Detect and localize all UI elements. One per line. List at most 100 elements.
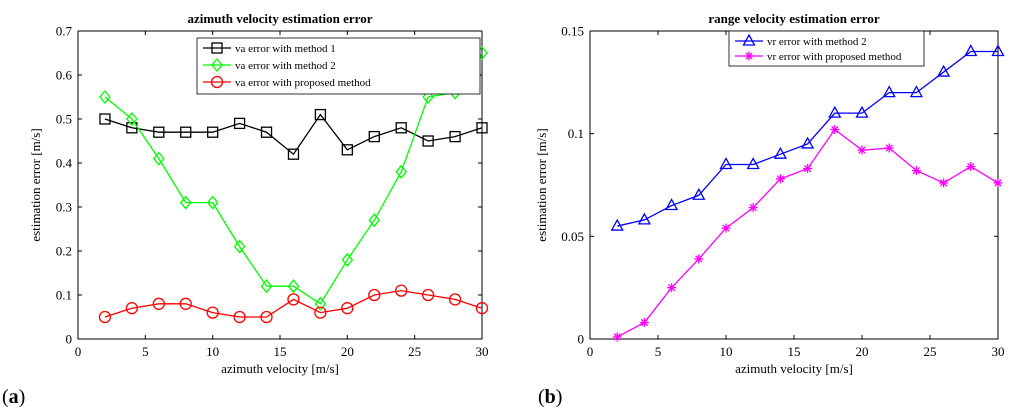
series-diamond xyxy=(99,45,488,311)
y-tick-label: 0.2 xyxy=(56,244,72,259)
data-point xyxy=(179,195,192,210)
legend-entry: vr error with proposed method xyxy=(767,51,902,63)
data-point xyxy=(233,310,246,324)
y-tick-label: 0.4 xyxy=(56,156,73,171)
data-point xyxy=(803,164,813,174)
x-tick-label: 15 xyxy=(788,344,801,359)
y-tick-label: 0.5 xyxy=(56,112,72,127)
data-point xyxy=(855,105,869,118)
data-point xyxy=(341,302,354,315)
data-point xyxy=(610,218,624,231)
x-tick-label: 20 xyxy=(341,344,354,359)
data-point xyxy=(721,223,731,233)
data-point xyxy=(993,178,1003,188)
data-point xyxy=(206,195,219,210)
data-point xyxy=(287,148,300,160)
data-point xyxy=(98,310,112,324)
x-tick-label: 25 xyxy=(408,344,421,359)
data-point xyxy=(801,136,815,149)
data-point xyxy=(857,145,867,155)
series-circle xyxy=(98,284,489,324)
series-triangle xyxy=(610,44,1005,231)
y-tick-label: 0 xyxy=(66,332,73,347)
legend-box xyxy=(196,37,481,95)
x-tick-label: 15 xyxy=(274,344,287,359)
data-point xyxy=(991,44,1005,57)
legend-entry: va error with method 2 xyxy=(235,60,336,72)
data-point xyxy=(125,302,139,315)
legend-box xyxy=(728,30,925,67)
x-axis-label: azimuth velocity [m/s] xyxy=(221,361,339,376)
legend-entry: va error with method 1 xyxy=(235,43,336,55)
legend-marker xyxy=(742,33,756,46)
legend-entry: vr error with method 2 xyxy=(767,36,867,48)
data-point xyxy=(233,239,246,254)
x-tick-label: 10 xyxy=(206,344,219,359)
data-point xyxy=(152,297,165,310)
data-point xyxy=(882,85,896,98)
data-point xyxy=(260,126,273,138)
y-tick-label: 0.1 xyxy=(56,288,72,303)
data-point xyxy=(395,284,408,297)
data-point xyxy=(314,108,327,121)
data-point xyxy=(341,252,354,267)
data-point xyxy=(206,306,219,319)
data-point xyxy=(260,310,273,324)
data-point xyxy=(287,293,300,306)
x-tick-label: 25 xyxy=(924,344,937,359)
data-point xyxy=(830,125,840,135)
data-point xyxy=(368,213,381,228)
data-point xyxy=(612,332,622,342)
legend-marker xyxy=(210,75,224,89)
data-point xyxy=(314,306,327,319)
x-tick-label: 20 xyxy=(856,344,869,359)
data-point xyxy=(422,89,434,105)
x-axis-label: azimuth velocity [m/s] xyxy=(735,361,853,376)
x-tick-label: 10 xyxy=(720,344,733,359)
series-line xyxy=(616,128,999,338)
y-tick-label: 0 xyxy=(578,332,585,347)
data-point xyxy=(909,85,923,98)
data-point xyxy=(449,130,461,143)
data-point xyxy=(667,283,677,293)
legend: vr error with method 2 vr error with prop… xyxy=(728,30,925,67)
legend-marker xyxy=(744,51,754,61)
data-point xyxy=(260,279,273,294)
data-point xyxy=(448,293,462,306)
series-square xyxy=(99,108,488,160)
chart-panel-b: 0 5 10 15 20 25 30 0 0.05 0.1 0.15 range velocity e… xyxy=(534,11,1005,376)
x-tick-label: 5 xyxy=(142,344,149,359)
y-tick-label: 0.7 xyxy=(56,24,73,39)
data-point xyxy=(368,130,380,143)
legend: va error with method 1 va error with meth… xyxy=(196,37,481,95)
data-point xyxy=(476,122,488,134)
panel-label-b: (b) xyxy=(538,386,563,408)
legend-marker xyxy=(211,57,223,73)
data-point xyxy=(966,162,976,172)
data-point xyxy=(207,126,219,138)
y-tick-label: 0.3 xyxy=(56,200,72,215)
data-point xyxy=(746,157,760,170)
chart-title: azimuth velocity estimation error xyxy=(188,11,373,26)
series-line xyxy=(104,289,483,318)
data-point xyxy=(99,89,111,105)
data-point xyxy=(99,113,111,125)
series-line xyxy=(104,52,483,305)
legend-entry: va error with proposed method xyxy=(235,77,371,89)
x-tick-label: 30 xyxy=(476,344,489,359)
data-point xyxy=(180,126,192,138)
x-tick-label: 0 xyxy=(75,344,82,359)
data-point xyxy=(421,288,435,302)
series-asterisk xyxy=(612,125,1003,342)
chart-panel-a: 0 5 10 15 20 25 30 0 0.1 0.2 0.3 0.4 0.5 0.6 0.7 azimut… xyxy=(28,11,489,376)
data-point xyxy=(153,126,165,138)
data-point xyxy=(964,44,978,57)
data-point xyxy=(719,157,733,170)
series-line xyxy=(617,50,998,227)
data-point xyxy=(694,254,704,264)
data-point xyxy=(775,174,785,184)
x-tick-label: 30 xyxy=(992,344,1005,359)
data-point xyxy=(828,105,842,118)
data-point xyxy=(395,164,408,179)
